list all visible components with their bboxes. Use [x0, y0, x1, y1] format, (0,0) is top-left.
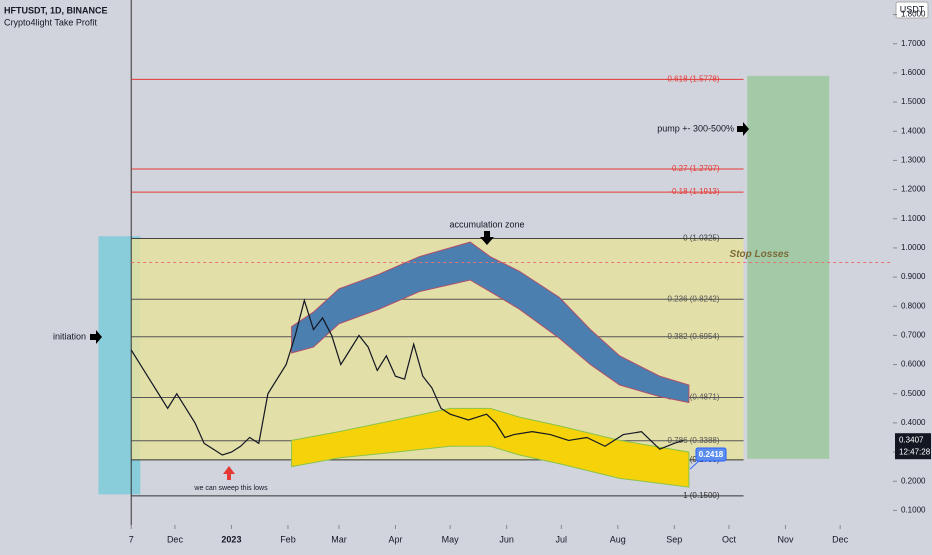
y-tick-label: 0.4000 — [901, 418, 926, 427]
fib-label: 0.236 (0.8242) — [668, 294, 720, 303]
y-tick-label: 1.7000 — [901, 39, 926, 48]
annotation: initiation — [53, 331, 86, 341]
y-tick-label: 0.7000 — [901, 331, 926, 340]
annotation: accumulation zone — [449, 219, 524, 229]
x-tick-label: Jun — [499, 534, 514, 544]
y-tick-label: 0.1000 — [901, 506, 926, 515]
x-tick-label: Dec — [832, 534, 849, 544]
fib-label: -0.27 (1.2707) — [669, 164, 720, 173]
x-tick-label: Feb — [280, 534, 296, 544]
chart-title: HFTUSDT, 1D, BINANCE — [4, 5, 108, 15]
x-tick-label: 7 — [129, 534, 134, 544]
x-tick-label: Jul — [556, 534, 568, 544]
annotation: pump +- 300-500% — [657, 123, 734, 133]
marker-box — [695, 447, 727, 462]
arrow — [480, 231, 494, 245]
x-tick-label: 2023 — [221, 534, 241, 544]
y-tick-label: 1.4000 — [901, 126, 926, 135]
countdown-label: 12:47:28 — [899, 447, 931, 456]
y-tick-label: 0.9000 — [901, 272, 926, 281]
fib-label: -0.18 (1.1913) — [669, 187, 720, 196]
currency-button[interactable] — [895, 1, 929, 19]
fib-label: 0.786 (0.3388) — [668, 436, 720, 445]
fib-label: 0.618 (0.4871) — [668, 393, 720, 402]
x-tick-label: Oct — [722, 534, 737, 544]
currency-label[interactable]: USDT — [900, 4, 925, 14]
fib-label: 0 (1.0325) — [683, 234, 720, 243]
y-tick-label: 1.0000 — [901, 243, 926, 252]
x-tick-label: Aug — [610, 534, 626, 544]
y-tick-label: 0.5000 — [901, 389, 926, 398]
zone-box — [747, 75, 830, 459]
arrow — [223, 466, 235, 480]
fib-label: -0.618 (1.5778) — [665, 75, 720, 84]
x-tick-label: May — [442, 534, 460, 544]
y-tick-label: 1.2000 — [901, 185, 926, 194]
last-price-tag — [895, 433, 931, 460]
x-tick-label: Sep — [666, 534, 682, 544]
band — [291, 241, 690, 404]
y-tick-label: 1.6000 — [901, 68, 926, 77]
x-tick-label: Nov — [777, 534, 794, 544]
last-price-label: 0.3407 — [899, 435, 924, 444]
band — [291, 407, 690, 488]
x-tick-label: Dec — [167, 534, 184, 544]
annotation: we can sweep this lows — [193, 485, 268, 492]
y-tick-label: 1.8000 — [901, 10, 926, 19]
y-tick-label: 0.6000 — [901, 360, 926, 369]
x-tick-label: Apr — [388, 534, 402, 544]
chart-subtitle: Crypto4light Take Profit — [4, 17, 97, 27]
fib-label: 0.382 (0.6954) — [668, 332, 720, 341]
y-tick-label: 0.8000 — [901, 301, 926, 310]
x-tick-label: Mar — [331, 534, 347, 544]
stop-loss-label: Stop Losses — [730, 249, 790, 260]
y-tick-label: 1.1000 — [901, 214, 926, 223]
fib-label: 1 (0.1500) — [683, 491, 720, 500]
marker-label: 0.2418 — [699, 450, 724, 459]
y-tick-label: 1.3000 — [901, 156, 926, 165]
price-line — [130, 298, 684, 456]
arrow — [90, 330, 102, 344]
arrow — [737, 122, 749, 136]
marker-pointer — [689, 459, 701, 470]
y-tick-label: 0.2000 — [901, 476, 926, 485]
y-tick-label: 1.5000 — [901, 97, 926, 106]
